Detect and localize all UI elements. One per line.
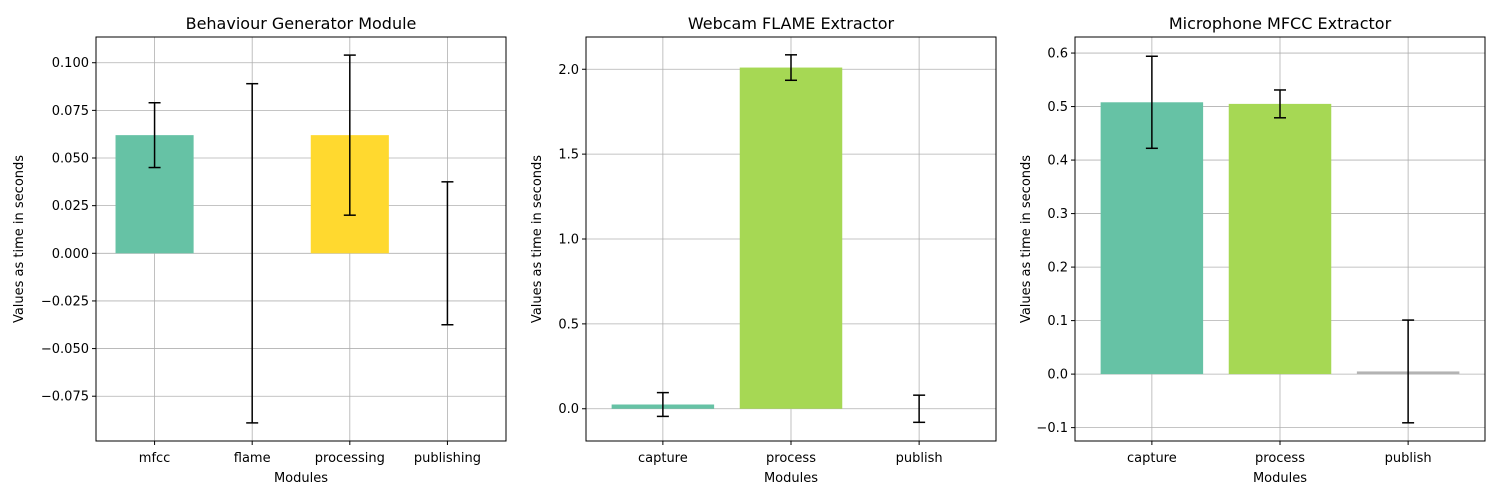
y-tick-label: 0.0 (1047, 368, 1068, 383)
x-axis-label: Modules (764, 471, 818, 486)
y-tick-label: 0.050 (52, 152, 89, 167)
bar-process (1228, 103, 1332, 375)
chart-title: Microphone MFCC Extractor (1169, 14, 1392, 33)
y-tick-label: −0.1 (1036, 421, 1068, 436)
y-tick-label: 0.075 (52, 104, 89, 119)
y-tick-label: 0.5 (1047, 100, 1068, 115)
x-tick-label-flame: flame (234, 451, 271, 466)
chart-panel-1: −0.075 −0.050 −0.025 0.000 0.025 0.050 0.075 0.… (12, 14, 507, 486)
y-tick-label: 0.0 (558, 402, 579, 417)
x-tick-label-publish: publish (1385, 451, 1432, 466)
axes-frame (95, 36, 507, 442)
chart-title: Webcam FLAME Extractor (688, 14, 895, 33)
y-tick-label: 1.5 (558, 148, 579, 163)
y-tick-label: 0.3 (1047, 207, 1068, 222)
x-tick-label-publish: publish (896, 451, 943, 466)
y-tick-label: 0.025 (52, 199, 89, 214)
x-tick-label-capture: capture (1127, 451, 1177, 466)
y-axis-label: Values as time in seconds (12, 155, 27, 323)
y-tick-label: −0.075 (41, 390, 89, 405)
x-tick-label-processing: processing (315, 451, 385, 466)
y-tick-label: 0.100 (52, 56, 89, 71)
y-tick-label: 2.0 (558, 63, 579, 78)
chart-panel-3: −0.1 0.0 0.1 0.2 0.3 0.4 0.5 0.6 capture process p… (1019, 14, 1486, 486)
x-tick-label-process: process (1255, 451, 1305, 466)
y-tick-label: −0.025 (41, 294, 89, 309)
chart-panel-2: 0.0 0.5 1.0 1.5 2.0 capture process publish Webc… (530, 14, 997, 486)
x-tick-label-mfcc: mfcc (139, 451, 171, 466)
x-axis-label: Modules (274, 471, 328, 486)
x-axis-label: Modules (1253, 471, 1307, 486)
y-tick-label: −0.050 (41, 342, 89, 357)
chart-title: Behaviour Generator Module (186, 14, 417, 33)
y-tick-label: 0.4 (1047, 154, 1068, 169)
x-tick-label-capture: capture (638, 451, 688, 466)
y-tick-label: 1.0 (558, 233, 579, 248)
bar-process (739, 67, 843, 409)
x-tick-label-publishing: publishing (414, 451, 481, 466)
y-tick-label: 0.2 (1047, 261, 1068, 276)
y-axis-label: Values as time in seconds (1019, 155, 1034, 323)
x-tick-label-process: process (766, 451, 816, 466)
y-tick-label: 0.6 (1047, 47, 1068, 62)
y-axis-label: Values as time in seconds (530, 155, 545, 323)
y-tick-label: 0.5 (558, 317, 579, 332)
y-tick-label: 0.000 (52, 247, 89, 262)
y-tick-label: 0.1 (1047, 314, 1068, 329)
